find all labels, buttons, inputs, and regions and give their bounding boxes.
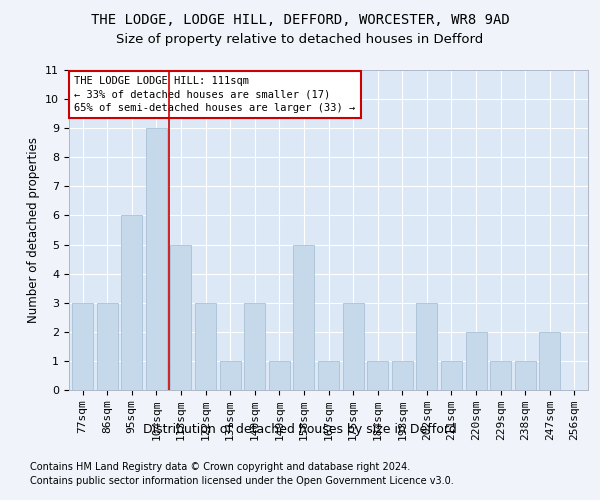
Text: Size of property relative to detached houses in Defford: Size of property relative to detached ho…: [116, 32, 484, 46]
Text: THE LODGE, LODGE HILL, DEFFORD, WORCESTER, WR8 9AD: THE LODGE, LODGE HILL, DEFFORD, WORCESTE…: [91, 12, 509, 26]
Bar: [318, 361, 339, 390]
Bar: [441, 361, 462, 390]
Bar: [72, 302, 93, 390]
Bar: [416, 302, 437, 390]
Bar: [367, 361, 388, 390]
Text: Distribution of detached houses by size in Defford: Distribution of detached houses by size …: [143, 422, 457, 436]
Bar: [293, 244, 314, 390]
Bar: [121, 216, 142, 390]
Bar: [392, 361, 413, 390]
Bar: [466, 332, 487, 390]
Y-axis label: Number of detached properties: Number of detached properties: [27, 137, 40, 323]
Text: Contains HM Land Registry data © Crown copyright and database right 2024.: Contains HM Land Registry data © Crown c…: [30, 462, 410, 472]
Bar: [220, 361, 241, 390]
Bar: [515, 361, 536, 390]
Bar: [343, 302, 364, 390]
Bar: [146, 128, 167, 390]
Text: THE LODGE LODGE HILL: 111sqm
← 33% of detached houses are smaller (17)
65% of se: THE LODGE LODGE HILL: 111sqm ← 33% of de…: [74, 76, 355, 113]
Text: Contains public sector information licensed under the Open Government Licence v3: Contains public sector information licen…: [30, 476, 454, 486]
Bar: [195, 302, 216, 390]
Bar: [539, 332, 560, 390]
Bar: [490, 361, 511, 390]
Bar: [97, 302, 118, 390]
Bar: [269, 361, 290, 390]
Bar: [244, 302, 265, 390]
Bar: [170, 244, 191, 390]
